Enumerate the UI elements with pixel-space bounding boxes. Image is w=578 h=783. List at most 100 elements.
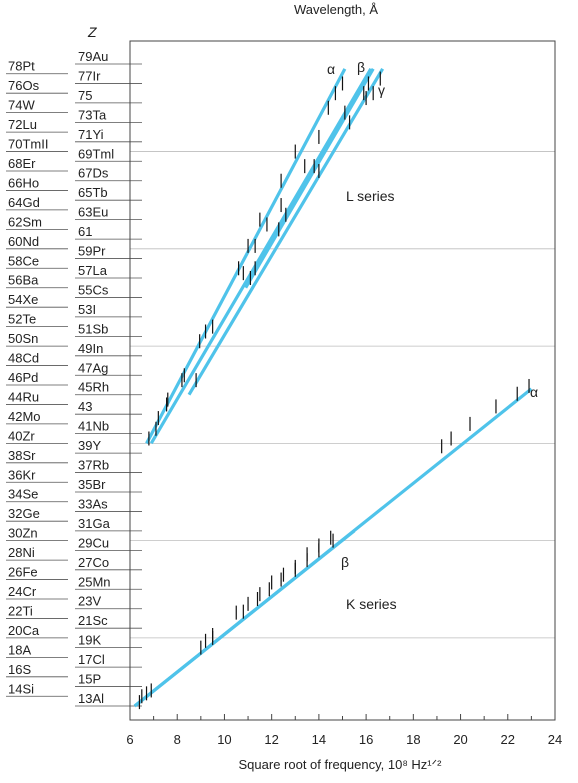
line-ticks (138, 71, 530, 710)
element-label: 59Pr (78, 244, 106, 259)
element-label: 20Ca (8, 623, 40, 638)
k-series-label: K series (346, 596, 397, 612)
grid-layer (6, 63, 555, 707)
x-tick-label: 6 (126, 732, 133, 747)
element-label: 33As (78, 496, 108, 511)
element-label: 19K (78, 633, 101, 648)
element-label: 37Rb (78, 458, 109, 473)
series-line (149, 68, 373, 445)
series-line (133, 529, 356, 708)
element-label: 14Si (8, 681, 34, 696)
element-label: 25Mn (78, 574, 111, 589)
element-label: 63Eu (78, 205, 108, 220)
element-label: 46Pd (8, 370, 38, 385)
element-label: 29Cu (78, 535, 109, 550)
x2-axis-title: Wavelength, Å (294, 2, 378, 17)
k-beta-label: β (341, 554, 349, 570)
element-label: 60Nd (8, 234, 39, 249)
element-label: 62Sm (8, 214, 42, 229)
series-line (187, 68, 385, 396)
element-label: 67Ds (78, 166, 109, 181)
element-label: 35Br (78, 477, 106, 492)
element-label: 65Tb (78, 185, 108, 200)
element-label: 69Tml (78, 146, 114, 161)
element-label: 68Er (8, 156, 36, 171)
l-beta-label: β (357, 59, 365, 75)
x-tick-label: 20 (453, 732, 467, 747)
element-label: 64Gd (8, 195, 40, 210)
l-series-label: L series (346, 188, 395, 204)
x-tick-label: 18 (406, 732, 420, 747)
element-label: 66Ho (8, 175, 39, 190)
element-label: 70TmII (8, 137, 48, 152)
series-lines (133, 68, 533, 708)
element-label: 26Fe (8, 565, 38, 580)
x-ticks: 6 8 10 12 14 16 18 20 22 24 (126, 714, 562, 747)
element-label: 43 (78, 399, 92, 414)
element-label: 21Sc (78, 613, 108, 628)
element-label: 50Sn (8, 331, 38, 346)
element-label: 58Ce (8, 253, 39, 268)
element-label: 24Cr (8, 584, 37, 599)
element-label: 77Ir (78, 68, 101, 83)
element-label: 23V (78, 594, 101, 609)
element-label: 28Ni (8, 545, 35, 560)
element-label: 52Te (8, 312, 36, 327)
element-label: 76Os (8, 78, 40, 93)
plot-frame (129, 40, 556, 721)
l-gamma-label: γ (378, 82, 385, 98)
element-label: 73Ta (78, 107, 107, 122)
z-header: Z (87, 24, 97, 40)
element-label: 56Ba (8, 273, 39, 288)
element-label: 36Kr (8, 467, 36, 482)
element-label: 44Ru (8, 389, 39, 404)
element-label: 41Nb (78, 419, 109, 434)
element-label: 47Ag (78, 360, 108, 375)
k-alpha-label: α (530, 384, 538, 400)
element-label: 34Se (8, 487, 38, 502)
element-labels: 78Pt 76Os 74W 72Lu 70TmII 68Er 66Ho 64Gd 62Sm 60N… (8, 49, 114, 706)
element-label: 17Cl (78, 652, 105, 667)
element-label: 39Y (78, 438, 101, 453)
element-label: 16S (8, 662, 31, 677)
x-tick-label: 14 (312, 732, 326, 747)
x-tick-label: 8 (174, 732, 181, 747)
element-label: 54Xe (8, 292, 38, 307)
element-label: 71Yi (78, 127, 104, 142)
element-label: 18A (8, 642, 31, 657)
l-alpha-label: α (327, 61, 335, 77)
annotations: Wavelength, Å Square root of frequency, … (87, 2, 538, 772)
element-label: 40Zr (8, 428, 35, 443)
element-label: 31Ga (78, 516, 111, 531)
element-label: 53I (78, 302, 96, 317)
element-label: 79Au (78, 49, 108, 64)
element-label: 78Pt (8, 59, 35, 74)
x-tick-label: 24 (548, 732, 562, 747)
element-label: 27Co (78, 555, 109, 570)
element-label: 49In (78, 341, 103, 356)
element-label: 57La (78, 263, 108, 278)
series-line (145, 68, 347, 445)
element-label: 51Sb (78, 321, 108, 336)
element-label: 13Al (78, 691, 104, 706)
x-tick-label: 16 (359, 732, 373, 747)
element-label: 30Zn (8, 526, 38, 541)
x-tick-label: 10 (217, 732, 231, 747)
element-label: 55Cs (78, 282, 109, 297)
x-tick-label: 12 (264, 732, 278, 747)
element-label: 32Ge (8, 506, 40, 521)
element-label: 45Rh (78, 380, 109, 395)
x-axis-title: Square root of frequency, 10⁸ Hz¹ᐟ² (239, 757, 443, 772)
x-tick-label: 22 (501, 732, 515, 747)
element-label: 38Sr (8, 448, 36, 463)
element-label: 72Lu (8, 117, 37, 132)
axes (129, 40, 556, 721)
element-label: 15P (78, 672, 101, 687)
element-label: 61 (78, 224, 92, 239)
element-label: 48Cd (8, 351, 39, 366)
element-label: 22Ti (8, 603, 33, 618)
element-label: 74W (8, 98, 35, 113)
element-label: 42Mo (8, 409, 41, 424)
element-label: 75 (78, 88, 92, 103)
